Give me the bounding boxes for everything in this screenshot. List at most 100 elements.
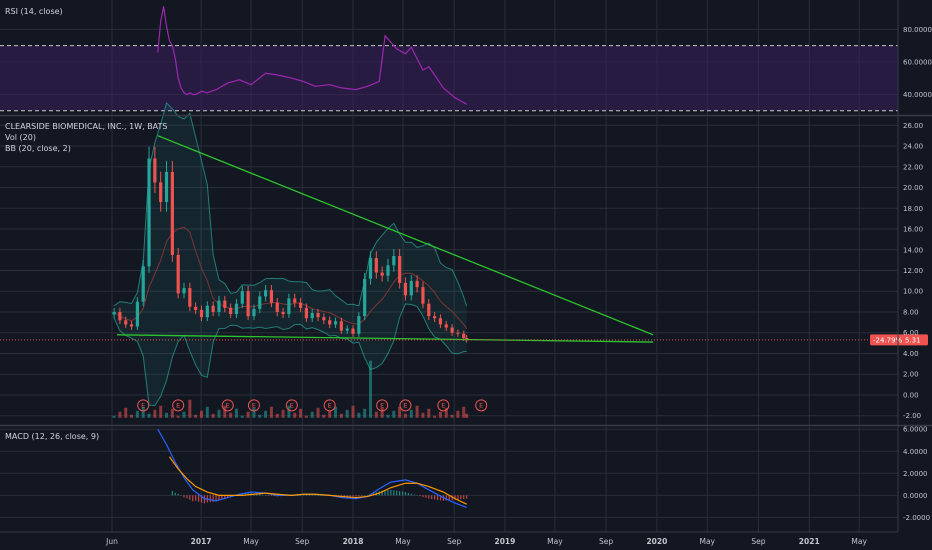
- macd-histogram-bar: [230, 495, 232, 497]
- earnings-marker: [221, 399, 234, 412]
- y-tick-label: 8.00: [903, 308, 919, 316]
- macd-histogram-bar: [361, 495, 363, 496]
- macd-histogram-bar: [428, 495, 430, 499]
- volume-bar: [427, 408, 431, 418]
- macd-histogram-bar: [311, 495, 313, 496]
- macd-histogram-bar: [346, 495, 348, 497]
- rsi-point: [177, 77, 179, 79]
- volume-bar: [438, 411, 442, 418]
- macd-histogram-bar: [457, 495, 459, 500]
- macd-histogram-bar: [212, 495, 214, 502]
- macd-histogram-bar: [425, 495, 427, 498]
- macd-histogram-bar: [355, 495, 357, 497]
- earnings-marker: [323, 399, 336, 412]
- macd-histogram-bar: [227, 495, 229, 498]
- candle-body: [188, 288, 192, 307]
- candle-body: [112, 311, 116, 315]
- candle-body: [462, 333, 466, 338]
- candle-body: [159, 182, 163, 203]
- macd-histogram-bar: [197, 495, 200, 502]
- macd-histogram-bar: [270, 495, 273, 496]
- macd-histogram-bar: [466, 495, 468, 499]
- macd-histogram-bar: [218, 495, 220, 501]
- rsi-point: [355, 89, 357, 91]
- y-tick-label: 2.0000: [903, 470, 928, 478]
- x-tick-label: May: [851, 537, 867, 546]
- macd-histogram-bar: [387, 490, 389, 496]
- rsi-point: [460, 100, 462, 102]
- volume-bar: [415, 405, 419, 418]
- macd-histogram-bar: [431, 495, 433, 500]
- macd-histogram-bar: [343, 495, 345, 497]
- rsi-point: [340, 87, 342, 89]
- volume-bar: [240, 415, 244, 418]
- rsi-point: [186, 93, 188, 95]
- y-tick-label: 12.00: [903, 267, 923, 275]
- volume-bar: [258, 414, 262, 418]
- macd-histogram-bar: [393, 490, 395, 496]
- rsi-point: [410, 46, 412, 48]
- y-tick-label: 0.00: [903, 391, 919, 399]
- candle-body: [217, 300, 221, 312]
- macd-histogram-bar: [224, 495, 226, 499]
- macd-histogram-bar: [384, 490, 386, 496]
- candle-body: [205, 305, 209, 318]
- macd-histogram-bar: [259, 494, 261, 496]
- volume-bar: [211, 413, 215, 418]
- candle-body: [450, 327, 454, 333]
- macd-title: MACD (12, 26, close, 9): [5, 432, 99, 441]
- candle-body: [293, 298, 297, 303]
- y-tick-label: 4.0000: [903, 448, 928, 456]
- volume-bar: [345, 409, 349, 418]
- candle-body: [264, 290, 268, 297]
- volume-bar: [188, 399, 192, 418]
- volume-bar: [421, 412, 425, 418]
- y-tick-label: 6.00: [903, 329, 919, 337]
- macd-pane[interactable]: [157, 428, 468, 509]
- volume-bar: [275, 413, 279, 418]
- x-tick-label: 2018: [343, 537, 364, 546]
- candle-body: [298, 302, 303, 308]
- candle-body: [252, 308, 256, 317]
- trendline-upper: [157, 135, 654, 336]
- rsi-point: [422, 69, 424, 71]
- macd-histogram-bar: [186, 495, 188, 499]
- rsi-pane[interactable]: [0, 6, 898, 112]
- candle-body: [310, 313, 314, 319]
- volume-bar: [130, 414, 134, 418]
- earnings-marker-label: E: [380, 402, 384, 410]
- y-tick-label: 16.00: [903, 226, 923, 234]
- rsi-point: [416, 58, 418, 60]
- macd-histogram-bar: [189, 495, 191, 500]
- x-tick-label: Sep: [599, 537, 613, 546]
- rsi-point: [367, 85, 369, 87]
- y-tick-label: 40.0000: [903, 91, 932, 99]
- macd-histogram-bar: [183, 495, 185, 498]
- x-tick-label: 2020: [646, 537, 667, 546]
- candle-body: [333, 321, 338, 325]
- x-tick-label: Jun: [105, 537, 118, 546]
- candle-body: [118, 311, 122, 321]
- rsi-point: [448, 92, 450, 94]
- rsi-point: [227, 82, 229, 84]
- rsi-band-fill: [0, 45, 898, 111]
- rsi-point: [276, 74, 278, 76]
- macd-histogram-bar: [349, 495, 351, 497]
- price-pane[interactable]: -24.79% 5.31 E E E E E E E E E E: [0, 102, 928, 418]
- candle-body: [438, 318, 443, 325]
- x-tick-label: 2021: [799, 537, 820, 546]
- x-tick-label: Sep: [447, 537, 461, 546]
- candle-body: [386, 265, 390, 276]
- volume-bar: [264, 410, 268, 418]
- macd-histogram-bar: [267, 495, 270, 496]
- candle-body: [234, 303, 239, 315]
- volume-bar: [322, 414, 326, 418]
- volume-bar: [398, 406, 402, 418]
- rsi-point: [381, 58, 383, 60]
- rsi-point: [396, 48, 398, 50]
- volume-bar: [141, 406, 145, 418]
- candle-body: [444, 324, 448, 328]
- volume-bar: [380, 407, 384, 418]
- rsi-point: [442, 87, 444, 89]
